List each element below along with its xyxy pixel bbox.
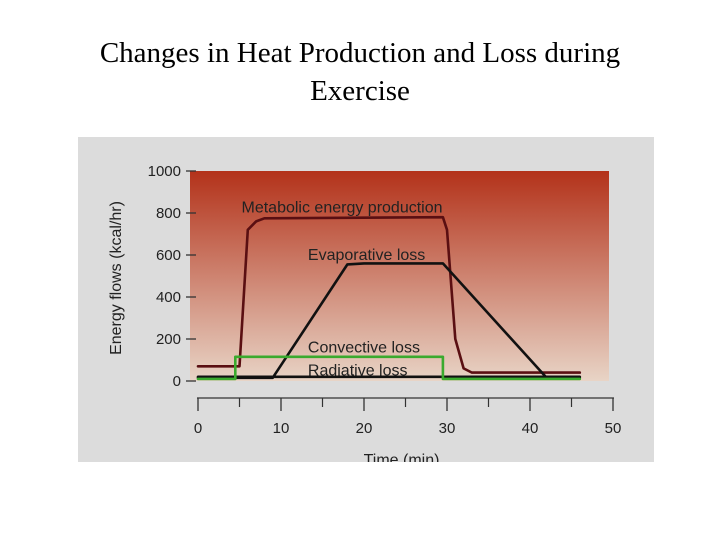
plot-background <box>190 171 609 381</box>
y-tick-label-800: 800 <box>156 205 181 222</box>
x-tick-label-30: 30 <box>439 420 456 437</box>
x-tick-label-0: 0 <box>194 420 202 437</box>
x-tick-label-10: 10 <box>273 420 290 437</box>
y-tick-label-1000: 1000 <box>148 163 181 180</box>
slide-title: Changes in Heat Production and Loss duri… <box>40 34 680 110</box>
chart-figure: 0 200 400 600 800 1000 0 10 20 30 40 50 Time (min) En… <box>78 137 654 462</box>
energy-flow-chart: 0 200 400 600 800 1000 0 10 20 30 40 50 Time (min) En… <box>108 163 622 462</box>
x-tick-label-40: 40 <box>522 420 539 437</box>
y-tick-label-400: 400 <box>156 289 181 306</box>
y-axis-label: Energy flows (kcal/hr) <box>108 201 125 355</box>
series-label-evaporative-loss: Evaporative loss <box>308 247 425 264</box>
slide-title-line-1: Changes in Heat Production and Loss duri… <box>99 37 621 69</box>
series-label-radiative-loss: Radiative loss <box>308 362 408 379</box>
y-tick-label-600: 600 <box>156 247 181 264</box>
series-label-convective-loss: Convective loss <box>308 339 420 356</box>
y-tick-label-200: 200 <box>156 331 181 348</box>
series-line-radiative-loss <box>196 355 582 381</box>
x-axis-label: Time (min) <box>364 452 440 462</box>
x-tick-label-50: 50 <box>605 420 622 437</box>
y-tick-label-0: 0 <box>173 373 181 390</box>
slide-title-line-2: Exercise <box>310 75 410 107</box>
x-tick-label-20: 20 <box>356 420 373 437</box>
series-label-metabolic-energy-production: Metabolic energy production <box>242 200 443 217</box>
series-line-metabolic-energy-production <box>196 215 582 374</box>
